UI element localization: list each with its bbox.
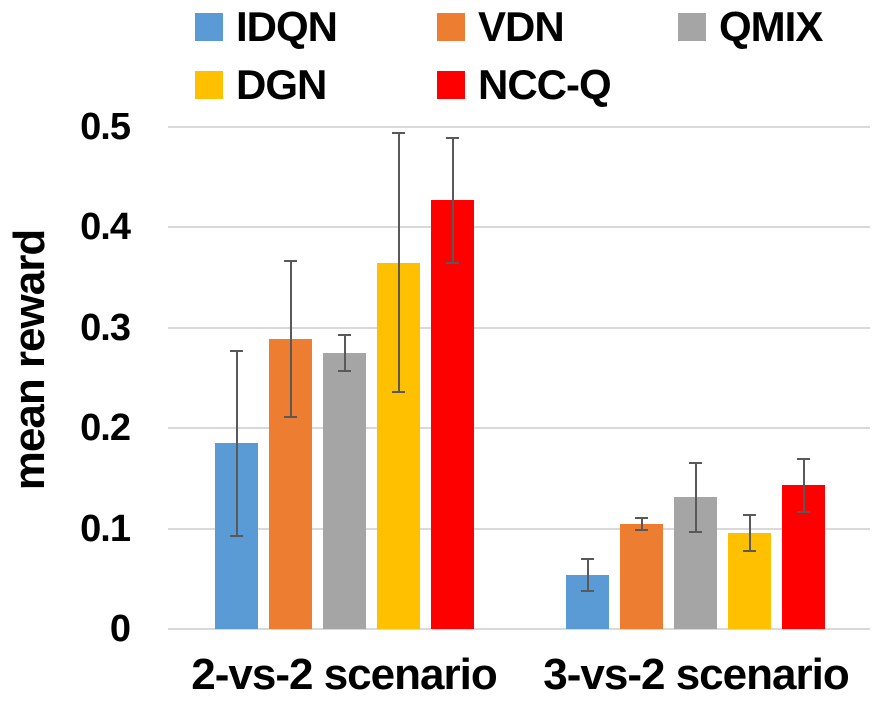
error-bar-cap-top xyxy=(689,462,702,465)
error-bar-cap-bottom xyxy=(635,528,648,531)
x-axis-label-3-vs-2-scenario: 3-vs-2 scenario xyxy=(543,650,849,699)
legend-swatch-qmix xyxy=(678,13,706,41)
legend-label: IDQN xyxy=(236,3,338,50)
error-bar-ncc-q-2-vs-2-scenario xyxy=(451,138,454,263)
legend-label: VDN xyxy=(478,3,565,50)
legend-swatch-dgn xyxy=(195,71,223,99)
error-bar-cap-bottom xyxy=(797,510,810,513)
legend-swatch-idqn xyxy=(195,13,223,41)
error-bar-idqn-2-vs-2-scenario xyxy=(235,350,238,536)
y-tick-label: 0.5 xyxy=(80,106,131,148)
error-bar-cap-bottom xyxy=(338,369,351,372)
error-bar-cap-bottom xyxy=(230,534,243,537)
gridline-0.3 xyxy=(168,326,870,329)
error-bar-dgn-2-vs-2-scenario xyxy=(397,133,400,393)
error-bar-idqn-3-vs-2-scenario xyxy=(586,558,589,591)
error-bar-cap-top xyxy=(446,137,459,140)
legend-label: QMIX xyxy=(719,3,823,50)
error-bar-cap-bottom xyxy=(581,589,594,592)
bar-vdn-3-vs-2-scenario xyxy=(620,523,663,629)
error-bar-cap-bottom xyxy=(392,391,405,394)
error-bar-cap-top xyxy=(581,557,594,560)
legend-label: DGN xyxy=(236,61,327,108)
error-bar-cap-bottom xyxy=(284,416,297,419)
error-bar-cap-bottom xyxy=(743,549,756,552)
error-bar-dgn-3-vs-2-scenario xyxy=(748,514,751,551)
x-axis-label-2-vs-2-scenario: 2-vs-2 scenario xyxy=(191,650,497,699)
legend-item-ncc-q: NCC-Q xyxy=(437,64,612,106)
y-tick-label: 0.3 xyxy=(80,306,131,349)
y-tick-label: 0 xyxy=(109,608,131,650)
error-bar-cap-top xyxy=(230,349,243,352)
y-tick-label: 0.2 xyxy=(80,407,131,450)
error-bar-cap-top xyxy=(797,458,810,461)
error-bar-cap-bottom xyxy=(446,261,459,264)
error-bar-qmix-2-vs-2-scenario xyxy=(343,334,346,371)
error-bar-vdn-3-vs-2-scenario xyxy=(640,517,643,530)
legend-swatch-ncc-q xyxy=(437,71,465,99)
legend-item-qmix: QMIX xyxy=(678,6,823,48)
y-tick-label: 0.4 xyxy=(80,206,131,249)
gridline-0 xyxy=(168,628,870,630)
gridline-0.4 xyxy=(168,226,870,229)
error-bar-cap-top xyxy=(338,333,351,336)
error-bar-cap-top xyxy=(635,516,648,519)
y-tick-label: 0.1 xyxy=(80,507,131,550)
y-axis-title: mean reward xyxy=(5,229,54,491)
bar-qmix-2-vs-2-scenario xyxy=(323,352,366,629)
error-bar-cap-top xyxy=(284,259,297,262)
error-bar-vdn-2-vs-2-scenario xyxy=(289,260,292,418)
gridline-0.2 xyxy=(168,427,870,430)
legend-item-dgn: DGN xyxy=(195,64,327,106)
error-bar-qmix-3-vs-2-scenario xyxy=(694,463,697,532)
bar-ncc-q-2-vs-2-scenario xyxy=(431,200,474,629)
error-bar-cap-bottom xyxy=(689,530,702,533)
legend-label: NCC-Q xyxy=(478,61,612,108)
legend-swatch-vdn xyxy=(437,13,465,41)
error-bar-ncc-q-3-vs-2-scenario xyxy=(802,459,805,512)
legend-item-idqn: IDQN xyxy=(195,6,338,48)
gridline-0.1 xyxy=(168,527,870,530)
legend-item-vdn: VDN xyxy=(437,6,565,48)
error-bar-cap-top xyxy=(743,513,756,516)
error-bar-cap-top xyxy=(392,132,405,135)
gridline-0.5 xyxy=(168,126,870,128)
